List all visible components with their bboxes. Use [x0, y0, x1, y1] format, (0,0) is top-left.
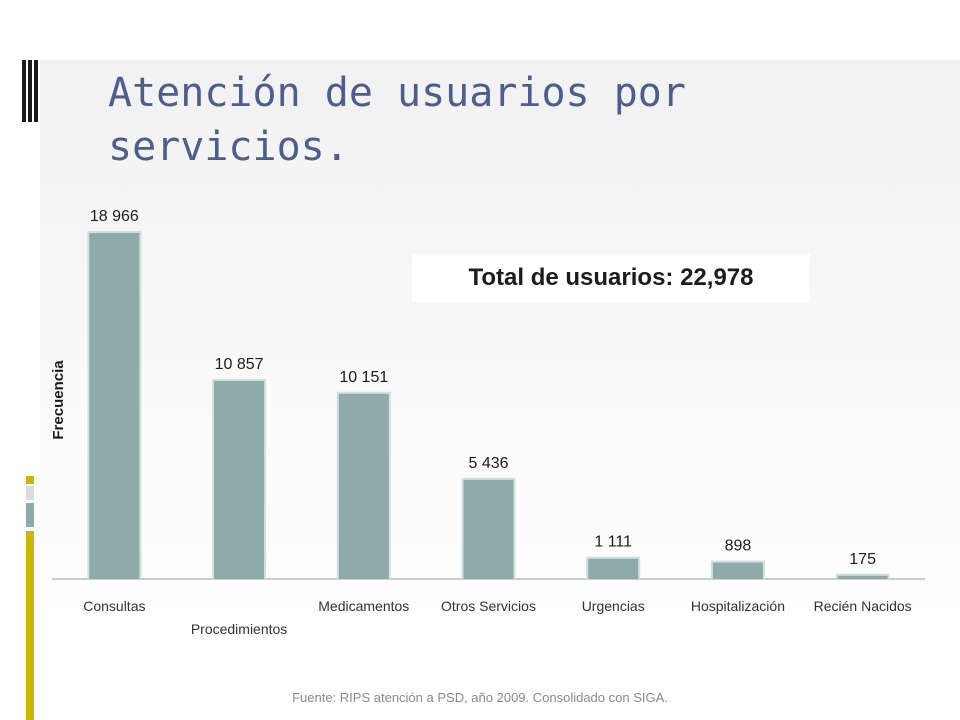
category-label: Otros Servicios: [441, 598, 536, 614]
page-title: Atención de usuarios por servicios.: [108, 70, 686, 170]
slide-background: [40, 60, 960, 720]
bar: [338, 393, 389, 579]
corner-stripes-icon: [22, 60, 38, 122]
category-label: Recién Nacidos: [814, 598, 912, 614]
category-label: Medicamentos: [318, 598, 409, 614]
data-label: 10 151: [339, 369, 388, 386]
category-label: Urgencias: [582, 598, 645, 614]
left-accent-bar: [26, 0, 34, 720]
data-label: 5 436: [468, 455, 508, 472]
bar: [712, 562, 763, 579]
data-label: 175: [849, 551, 876, 568]
data-label: 1 111: [594, 534, 632, 551]
category-label: Procedimientos: [191, 621, 288, 637]
data-label: 898: [725, 538, 752, 555]
data-label: 18 966: [90, 208, 139, 225]
data-label: 10 857: [215, 356, 264, 373]
category-label: Consultas: [83, 598, 145, 614]
y-axis-label: Frecuencia: [50, 360, 67, 440]
total-users-callout: Total de usuarios: 22,978: [412, 254, 810, 302]
source-note: Fuente: RIPS atención a PSD, año 2009. C…: [292, 690, 668, 705]
bar: [837, 575, 888, 579]
bar: [89, 233, 140, 579]
bar: [588, 558, 639, 579]
bar: [463, 479, 514, 579]
category-label: Hospitalización: [691, 598, 785, 614]
bar: [214, 380, 265, 579]
